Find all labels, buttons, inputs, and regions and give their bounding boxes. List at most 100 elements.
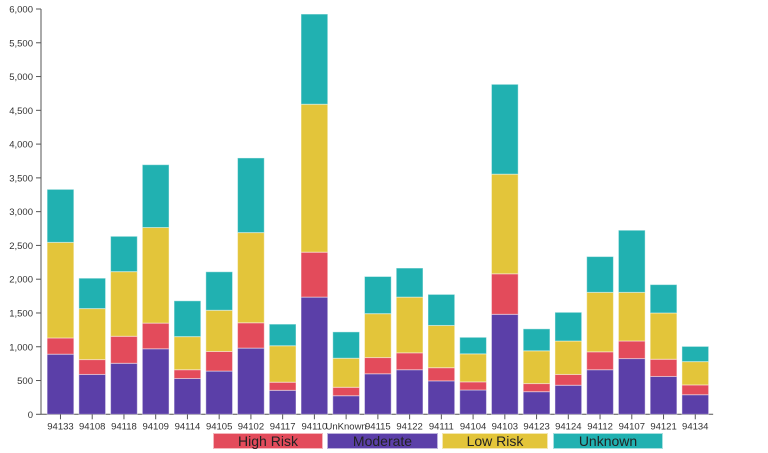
bar-segment-moderate[interactable] (617, 358, 646, 415)
bar-segment-low-risk[interactable] (459, 353, 487, 383)
legend-label: Low Risk (466, 433, 524, 449)
bar-segment-high-risk[interactable] (554, 373, 583, 386)
bar-segment-moderate[interactable] (300, 296, 329, 415)
bar-segment-unknown[interactable] (617, 229, 646, 293)
bar-segment-unknown[interactable] (173, 300, 202, 338)
bar-segment-unknown[interactable] (46, 188, 75, 243)
bar-segment-unknown[interactable] (300, 13, 329, 105)
bar-segment-low-risk[interactable] (205, 309, 234, 352)
bar-segment-unknown[interactable] (141, 164, 170, 229)
bar-segment-low-risk[interactable] (173, 336, 202, 371)
bar-segment-unknown[interactable] (459, 336, 487, 355)
legend-unknown[interactable]: Unknown (553, 433, 663, 449)
bar-segment-moderate[interactable] (490, 313, 519, 415)
bar-segment-low-risk[interactable] (617, 291, 646, 342)
bar-segment-high-risk[interactable] (522, 383, 551, 393)
bar-segment-moderate[interactable] (395, 369, 424, 415)
x-tick-label: 94104 (460, 421, 486, 432)
bar-segment-unknown[interactable] (586, 256, 614, 293)
legend-label: Moderate (352, 433, 413, 449)
bar-segment-high-risk[interactable] (459, 381, 487, 391)
bar-segment-moderate[interactable] (237, 347, 265, 415)
bar-segment-low-risk[interactable] (586, 291, 614, 353)
bar-segment-unknown[interactable] (554, 311, 583, 342)
legend-moderate[interactable]: Moderate (327, 433, 438, 449)
bar-segment-unknown[interactable] (490, 83, 519, 175)
bar-segment-high-risk[interactable] (364, 357, 392, 375)
x-tick-label: 94112 (587, 421, 613, 432)
legend-label: High Risk (238, 433, 298, 449)
bar-segment-low-risk[interactable] (427, 324, 456, 369)
bar-segment-moderate[interactable] (427, 380, 456, 415)
bar-segment-unknown[interactable] (110, 235, 138, 273)
bar-segment-high-risk[interactable] (110, 335, 138, 364)
bar-segment-high-risk[interactable] (586, 351, 614, 371)
bar-segment-low-risk[interactable] (332, 357, 360, 388)
bar-segment-low-risk[interactable] (110, 271, 138, 337)
bar-segment-unknown[interactable] (268, 323, 297, 347)
y-tick-label: 5,500 (9, 38, 33, 49)
legend-low-risk[interactable]: Low Risk (442, 433, 548, 449)
y-tick-label: 0 (28, 410, 33, 421)
bar-segment-low-risk[interactable] (395, 296, 424, 354)
bar-segment-moderate[interactable] (173, 377, 202, 415)
legend-high-risk[interactable]: High Risk (213, 433, 323, 449)
bar-segment-moderate[interactable] (268, 389, 297, 415)
bar-segment-high-risk[interactable] (78, 359, 107, 375)
bar-segment-high-risk[interactable] (427, 367, 456, 382)
bar-segment-unknown[interactable] (332, 331, 360, 359)
bar-segment-low-risk[interactable] (649, 312, 678, 360)
bar-segment-low-risk[interactable] (237, 232, 265, 324)
bar-segment-high-risk[interactable] (490, 273, 519, 315)
bar-segment-moderate[interactable] (586, 369, 614, 415)
bar-segment-moderate[interactable] (459, 389, 487, 415)
bar-segment-high-risk[interactable] (300, 251, 329, 298)
bar-segment-moderate[interactable] (364, 373, 392, 415)
bar-segment-low-risk[interactable] (300, 103, 329, 253)
bar-segment-high-risk[interactable] (617, 340, 646, 360)
bar-segment-high-risk[interactable] (649, 358, 678, 377)
bar-segment-moderate[interactable] (649, 375, 678, 415)
bar-segment-unknown[interactable] (205, 271, 234, 311)
bar-segment-moderate[interactable] (332, 395, 360, 415)
x-tick-label: 94111 (429, 421, 454, 432)
bar-segment-high-risk[interactable] (681, 384, 710, 396)
bar-segment-high-risk[interactable] (237, 322, 265, 349)
bar-segment-moderate[interactable] (110, 362, 138, 415)
bar-segment-low-risk[interactable] (268, 345, 297, 383)
bar-segment-high-risk[interactable] (46, 337, 75, 355)
bar-segment-unknown[interactable] (78, 277, 107, 310)
bar-segment-unknown[interactable] (364, 275, 392, 315)
bar-segment-high-risk[interactable] (205, 350, 234, 372)
bar-segment-low-risk[interactable] (522, 350, 551, 385)
bar-segment-moderate[interactable] (554, 384, 583, 415)
bar-segment-moderate[interactable] (46, 353, 75, 415)
bar-segment-high-risk[interactable] (141, 322, 170, 350)
bar-segment-low-risk[interactable] (554, 340, 583, 375)
bar-segment-unknown[interactable] (681, 345, 710, 363)
bar-segment-low-risk[interactable] (364, 313, 392, 359)
x-tick-label: 94122 (396, 421, 422, 432)
x-tick-label: 94124 (555, 421, 581, 432)
bar-segment-moderate[interactable] (141, 348, 170, 415)
bar-segment-unknown[interactable] (237, 157, 265, 234)
x-tick-label: 94108 (79, 421, 105, 432)
bar-segment-moderate[interactable] (522, 391, 551, 415)
bar-segment-moderate[interactable] (681, 394, 710, 415)
bar-segment-low-risk[interactable] (78, 308, 107, 361)
x-tick-label: 94134 (682, 421, 708, 432)
bar-segment-low-risk[interactable] (681, 361, 710, 386)
bar-segment-high-risk[interactable] (268, 381, 297, 391)
bar-segment-low-risk[interactable] (46, 241, 75, 339)
bar-segment-low-risk[interactable] (141, 227, 170, 324)
bar-segment-unknown[interactable] (427, 293, 456, 326)
bar-segment-moderate[interactable] (78, 373, 107, 415)
bar-segment-high-risk[interactable] (332, 386, 360, 397)
bar-segment-high-risk[interactable] (395, 352, 424, 371)
bar-segment-high-risk[interactable] (173, 369, 202, 379)
bar-segment-unknown[interactable] (649, 284, 678, 314)
bar-segment-unknown[interactable] (522, 328, 551, 352)
bar-segment-unknown[interactable] (395, 267, 424, 298)
bar-segment-low-risk[interactable] (490, 173, 519, 275)
bar-segment-moderate[interactable] (205, 370, 234, 415)
